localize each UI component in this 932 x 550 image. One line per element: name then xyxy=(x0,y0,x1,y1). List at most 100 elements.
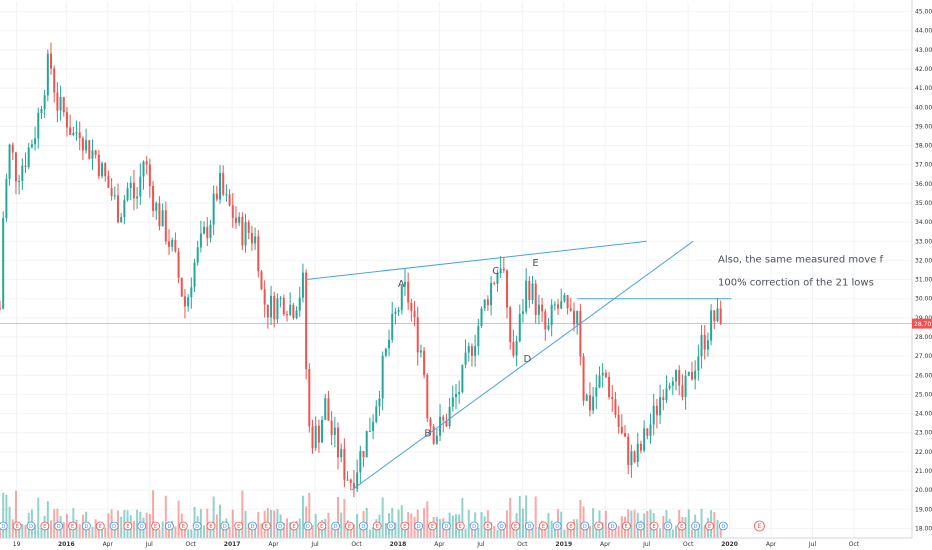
dividend-badge[interactable]: D xyxy=(580,521,590,531)
future-earnings-badge[interactable]: E xyxy=(754,520,765,532)
candle-body xyxy=(279,297,282,299)
dividend-badge[interactable]: D xyxy=(192,521,202,531)
dividend-badge[interactable]: D xyxy=(608,521,617,531)
earnings-badge[interactable]: E xyxy=(538,521,548,531)
dividend-badge[interactable]: D xyxy=(663,521,673,531)
earnings-badge[interactable]: E xyxy=(455,521,465,531)
dividend-badge[interactable]: D xyxy=(441,521,451,531)
earnings-badge[interactable]: E xyxy=(151,521,161,531)
dividend-badge[interactable]: D xyxy=(248,521,257,531)
candle-body xyxy=(270,295,273,318)
dividend-badge[interactable]: D xyxy=(635,521,645,531)
dividend-badge[interactable]: D xyxy=(552,521,562,531)
drawing-lines[interactable] xyxy=(0,240,912,491)
earnings-badge[interactable]: E xyxy=(317,521,327,531)
candle-body xyxy=(710,310,713,341)
volume-bar xyxy=(289,522,292,538)
price-tick-label: 34.00 xyxy=(915,219,932,226)
earnings-badge[interactable]: E xyxy=(206,521,216,531)
dividend-badge[interactable]: D xyxy=(220,521,230,531)
dividend-badge[interactable]: D xyxy=(54,521,64,531)
earnings-badge[interactable]: E xyxy=(483,521,493,531)
time-tick-label: 2020 xyxy=(721,541,738,548)
volume-bar xyxy=(337,496,340,538)
candle-body xyxy=(429,418,432,427)
candle-body xyxy=(458,392,461,395)
volume-bar xyxy=(62,522,65,538)
candle-body xyxy=(56,92,59,111)
earnings-badge[interactable]: E xyxy=(372,521,382,531)
dividend-badge[interactable]: D xyxy=(303,521,313,531)
candle-body xyxy=(116,195,119,223)
earnings-badge[interactable]: E xyxy=(234,521,244,531)
dividend-badge[interactable]: D xyxy=(81,521,91,531)
dividend-badge[interactable]: D xyxy=(358,521,368,531)
earnings-badge[interactable]: E xyxy=(178,521,188,531)
earnings-badge[interactable]: E xyxy=(123,521,133,531)
volume-bar xyxy=(662,516,665,538)
dividend-badge[interactable]: D xyxy=(469,521,479,531)
earnings-badge[interactable]: E xyxy=(68,521,77,531)
candle-body xyxy=(477,326,480,347)
volume-bar xyxy=(646,510,649,538)
candle-body xyxy=(250,232,253,244)
candle-body xyxy=(604,372,607,377)
earnings-badge[interactable]: E xyxy=(621,521,631,531)
candle-body xyxy=(502,268,505,271)
dividend-badge[interactable]: D xyxy=(275,521,285,531)
point-label: C xyxy=(492,266,499,277)
earnings-badge[interactable]: E xyxy=(289,521,299,531)
dividend-badge[interactable]: D xyxy=(497,521,507,531)
dividend-badge[interactable]: D xyxy=(137,521,147,531)
earnings-badge[interactable]: E xyxy=(12,521,22,531)
time-tick-label: Apr xyxy=(766,541,777,548)
svg-text:E: E xyxy=(459,524,462,530)
volume-bar xyxy=(502,526,505,538)
dividend-badge[interactable]: D xyxy=(0,521,8,531)
earnings-badge[interactable]: E xyxy=(40,521,50,531)
earnings-badge[interactable]: E xyxy=(511,521,521,531)
candle-body xyxy=(327,398,330,421)
dividend-badge[interactable]: D xyxy=(414,521,424,531)
volume-bar xyxy=(69,522,72,538)
volume-bar xyxy=(8,506,11,538)
earnings-badge[interactable]: E xyxy=(594,521,604,531)
volume-bar xyxy=(40,528,43,538)
dividend-badge[interactable]: D xyxy=(386,521,396,531)
price-tick-label: 18.00 xyxy=(915,525,932,532)
volume-bar xyxy=(24,524,27,538)
earnings-badge[interactable]: E xyxy=(95,521,105,531)
dividend-badge[interactable]: D xyxy=(331,521,341,531)
svg-text:E: E xyxy=(652,524,655,530)
candle-body xyxy=(713,310,716,322)
candle-body xyxy=(719,308,722,324)
dividend-badge[interactable]: D xyxy=(165,521,174,531)
earnings-badge[interactable]: E xyxy=(566,521,576,531)
earnings-badge[interactable]: E xyxy=(428,521,437,531)
earnings-badge[interactable]: E xyxy=(345,521,354,531)
earnings-badge[interactable]: E xyxy=(649,521,659,531)
svg-text:D: D xyxy=(57,524,61,530)
dividend-badge[interactable]: D xyxy=(525,521,534,531)
volume-bar xyxy=(620,516,623,538)
earnings-badge[interactable]: E xyxy=(261,521,271,531)
lower-wedge-line[interactable] xyxy=(351,240,694,491)
volume-bar xyxy=(451,515,454,538)
upper-wedge-line[interactable] xyxy=(305,240,647,281)
candle-body xyxy=(490,283,493,306)
earnings-badge[interactable]: E xyxy=(400,521,410,531)
candle-body xyxy=(467,346,470,353)
dividend-badge[interactable]: D xyxy=(26,521,36,531)
earnings-badge[interactable]: E xyxy=(677,521,687,531)
candle-body xyxy=(550,304,553,326)
candle-body xyxy=(608,376,611,398)
dividend-badge[interactable]: D xyxy=(718,521,728,531)
svg-text:D: D xyxy=(140,524,144,530)
dividend-badge[interactable]: D xyxy=(109,521,119,531)
earnings-badge[interactable]: E xyxy=(705,521,714,531)
dividend-badge[interactable]: D xyxy=(691,521,701,531)
candle-body xyxy=(572,310,575,325)
